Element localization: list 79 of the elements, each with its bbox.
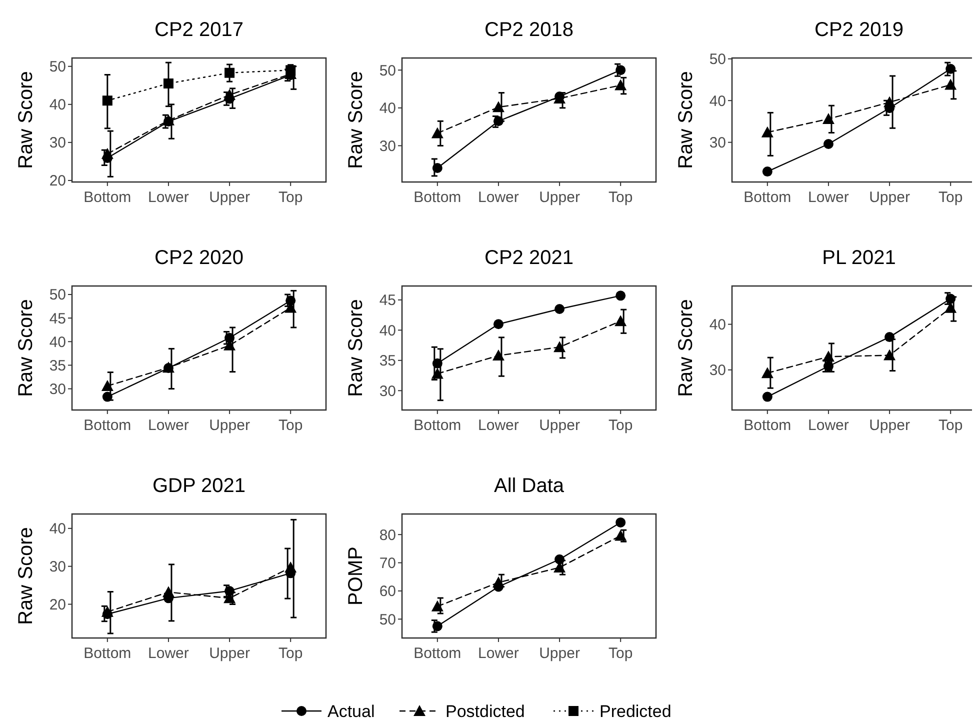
y-tick-label: 70 [379, 555, 396, 572]
y-tick-label: 50 [49, 58, 66, 76]
x-tick-label: Top [278, 417, 303, 434]
x-tick-label: Upper [209, 189, 250, 206]
x-tick-label: Top [938, 417, 963, 434]
y-tick-label: 45 [379, 292, 396, 310]
y-tick-label: 20 [49, 596, 66, 614]
x-tick-label: Bottom [84, 189, 132, 206]
y-tick-label: 40 [709, 92, 726, 110]
y-axis-title: Raw Score [675, 71, 697, 169]
y-axis-title: Raw Score [15, 71, 37, 169]
y-tick-label: 30 [49, 558, 66, 576]
chart-title: All Data [494, 475, 565, 497]
y-tick-label: 40 [49, 96, 66, 114]
x-tick-label: Upper [209, 645, 250, 662]
y-tick-label: 60 [379, 583, 396, 600]
y-tick-label: 30 [709, 134, 726, 152]
x-tick-label: Bottom [744, 189, 792, 206]
chart-title: PL 2021 [822, 247, 896, 269]
legend-label: Postdicted [446, 702, 525, 721]
y-tick-label: 35 [49, 357, 66, 374]
x-tick-label: Upper [539, 645, 580, 662]
x-tick-label: Top [608, 417, 633, 434]
y-tick-label: 30 [49, 134, 66, 152]
x-tick-label: Lower [808, 189, 849, 206]
x-tick-label: Lower [478, 645, 519, 662]
chart-title: CP2 2020 [154, 247, 244, 269]
x-tick-label: Upper [869, 417, 910, 434]
chart-title: GDP 2021 [152, 475, 246, 497]
x-tick-label: Lower [148, 417, 189, 434]
x-tick-label: Lower [148, 645, 189, 662]
y-tick-label: 40 [49, 334, 66, 351]
y-tick-label: 45 [49, 310, 66, 328]
x-tick-label: Upper [869, 189, 910, 206]
y-tick-label: 30 [379, 382, 396, 400]
chart-title: CP2 2021 [484, 247, 574, 269]
x-tick-label: Upper [209, 417, 250, 434]
x-tick-label: Top [608, 645, 633, 662]
y-tick-label: 50 [379, 62, 396, 80]
y-tick-label: 30 [379, 138, 396, 155]
x-tick-label: Lower [478, 417, 519, 434]
chart-title: CP2 2018 [484, 19, 574, 41]
y-tick-label: 20 [49, 172, 66, 190]
y-axis-title: Raw Score [15, 527, 37, 625]
x-tick-label: Top [938, 189, 963, 206]
y-tick-label: 40 [49, 520, 66, 538]
chart-title: CP2 2017 [154, 19, 244, 41]
y-tick-label: 40 [379, 100, 396, 118]
x-tick-label: Lower [148, 189, 189, 206]
y-tick-label: 50 [49, 286, 66, 304]
x-tick-label: Bottom [414, 645, 462, 662]
x-tick-label: Bottom [84, 645, 132, 662]
x-tick-label: Upper [539, 417, 580, 434]
x-tick-label: Lower [808, 417, 849, 434]
y-axis-title: POMP [345, 546, 367, 606]
y-tick-label: 40 [379, 322, 396, 340]
x-tick-label: Bottom [744, 417, 792, 434]
y-tick-label: 40 [709, 316, 726, 334]
legend-label: Predicted [600, 702, 672, 721]
x-tick-label: Bottom [84, 417, 132, 434]
y-tick-label: 50 [709, 51, 726, 68]
x-tick-label: Top [608, 189, 633, 206]
y-tick-label: 80 [379, 526, 396, 544]
chart-title: CP2 2019 [814, 19, 904, 41]
y-tick-label: 35 [379, 352, 396, 370]
y-tick-label: 30 [49, 381, 66, 398]
y-tick-label: 30 [709, 362, 726, 380]
x-tick-label: Lower [478, 189, 519, 206]
x-tick-label: Top [278, 189, 303, 206]
y-axis-title: Raw Score [15, 299, 37, 397]
x-tick-label: Bottom [414, 417, 462, 434]
x-tick-label: Upper [539, 189, 580, 206]
y-tick-label: 50 [379, 611, 396, 628]
legend-label: Actual [328, 702, 375, 721]
y-axis-title: Raw Score [345, 71, 367, 169]
y-axis-title: Raw Score [345, 299, 367, 397]
x-tick-label: Bottom [414, 189, 462, 206]
y-axis-title: Raw Score [675, 299, 697, 397]
x-tick-label: Top [278, 645, 303, 662]
